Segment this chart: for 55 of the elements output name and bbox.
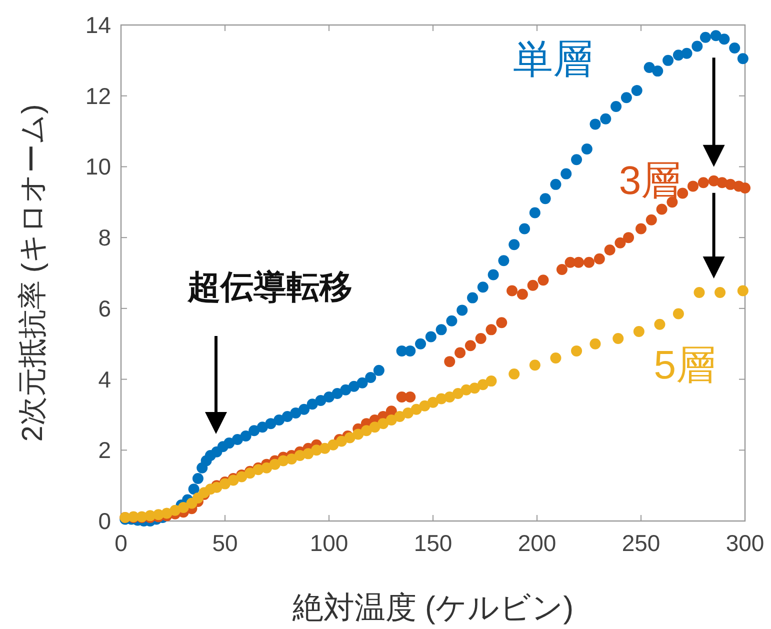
y-tick-label: 10: [85, 154, 111, 180]
point: [378, 418, 389, 430]
point: [419, 400, 430, 412]
x-tick-label: 200: [518, 530, 556, 556]
point: [571, 345, 582, 356]
point: [469, 382, 480, 394]
y-tick-label: 6: [98, 295, 111, 322]
point: [328, 439, 339, 450]
x-tick-label: 0: [114, 530, 128, 556]
point: [672, 308, 684, 320]
x-tick-label: 100: [310, 530, 348, 556]
x-tick-label: 250: [622, 530, 660, 556]
point: [261, 462, 272, 474]
point: [360, 425, 372, 436]
point: [477, 379, 488, 390]
point: [486, 376, 497, 387]
point: [452, 388, 464, 399]
point: [654, 318, 666, 330]
point: [319, 442, 330, 454]
y-axis-title: 2次元抵抗率 (キロオーム): [17, 104, 49, 442]
y-tick-label: 0: [98, 508, 111, 534]
x-tick-label: 50: [212, 530, 238, 556]
point: [352, 428, 364, 440]
series-label: 単層: [512, 38, 593, 82]
point: [428, 396, 438, 408]
y-tick-label: 8: [98, 224, 111, 251]
point: [508, 368, 520, 380]
point: [410, 404, 422, 415]
point: [302, 448, 314, 460]
y-tick-label: 4: [98, 366, 112, 392]
x-axis-title: 絶対温度 (ケルビン): [291, 590, 574, 625]
point: [612, 333, 624, 344]
y-tick-label: 2: [98, 437, 111, 464]
point: [694, 286, 705, 298]
point: [286, 454, 298, 464]
point: [737, 285, 748, 296]
point: [529, 360, 540, 371]
x-tick-label: 300: [726, 530, 764, 556]
point: [170, 504, 181, 516]
point: [633, 326, 644, 337]
point: [444, 392, 456, 402]
note: 超伝導転移: [188, 268, 352, 305]
point: [550, 352, 562, 364]
y-tick-label: 14: [85, 12, 112, 38]
point: [714, 286, 726, 298]
x-tick-label: 150: [414, 530, 452, 556]
y-tick-label: 12: [85, 82, 111, 109]
point: [269, 458, 280, 470]
point: [590, 338, 601, 350]
point: [386, 414, 397, 426]
series-label: 5層: [654, 344, 716, 388]
series-label: 3層: [618, 158, 682, 203]
point: [178, 502, 189, 514]
point: [402, 407, 414, 418]
point: [394, 410, 406, 422]
